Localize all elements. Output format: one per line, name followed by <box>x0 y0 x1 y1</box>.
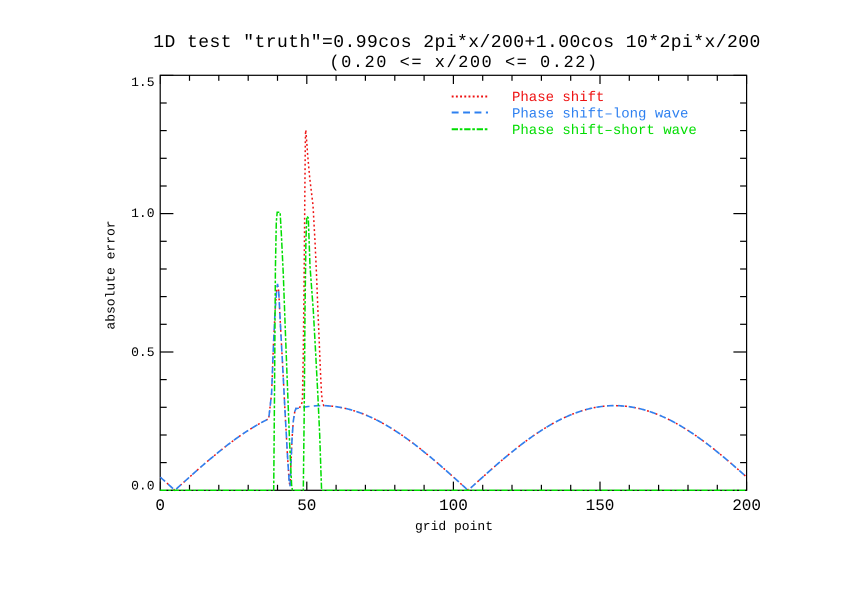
svg-text:1.5: 1.5 <box>131 75 154 90</box>
svg-text:Phase shift–long wave: Phase shift–long wave <box>512 107 688 123</box>
svg-text:0.5: 0.5 <box>131 345 154 360</box>
svg-text:1D test "truth"=0.99cos 2pi*x/: 1D test "truth"=0.99cos 2pi*x/200+1.00co… <box>153 33 761 53</box>
svg-text:0.0: 0.0 <box>131 479 154 494</box>
svg-text:Phase shift: Phase shift <box>512 90 604 106</box>
svg-text:100: 100 <box>439 497 468 515</box>
svg-text:50: 50 <box>297 497 316 515</box>
svg-text:Phase shift–short wave: Phase shift–short wave <box>512 123 697 139</box>
svg-text:grid point: grid point <box>415 519 493 534</box>
svg-text:0: 0 <box>155 497 165 515</box>
svg-text:200: 200 <box>732 497 761 515</box>
svg-text:(0.20 <= x/200 <= 0.22): (0.20 <= x/200 <= 0.22) <box>329 54 598 73</box>
svg-text:150: 150 <box>586 497 615 515</box>
svg-text:absolute error: absolute error <box>104 220 119 329</box>
svg-text:1.0: 1.0 <box>131 206 154 221</box>
